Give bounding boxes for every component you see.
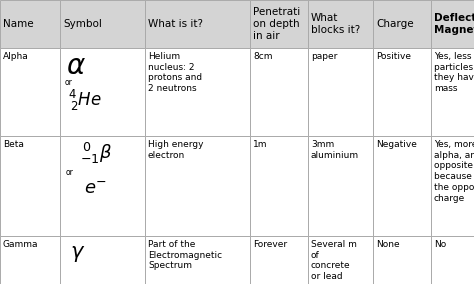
Text: or: or [65, 78, 73, 87]
Bar [250, 0, 308, 48]
Bar [60, 48, 145, 136]
Bar [145, 0, 250, 48]
Text: $\alpha$: $\alpha$ [66, 52, 86, 80]
Bar [373, 0, 431, 48]
Bar [60, 0, 145, 48]
Bar [145, 48, 250, 136]
Bar [431, 0, 474, 48]
Bar [0, 236, 60, 284]
Text: or: or [66, 168, 74, 177]
Text: Yes, less than beta
particles because
they have a higher
mass: Yes, less than beta particles because th… [434, 52, 474, 93]
Text: Beta: Beta [3, 140, 24, 149]
Text: Negative: Negative [376, 140, 417, 149]
Text: $^4_{\,2}He$: $^4_{\,2}He$ [68, 88, 102, 113]
Bar [250, 48, 308, 136]
Bar [0, 0, 60, 48]
Text: 8cm: 8cm [253, 52, 273, 61]
Text: Helium
nucleus: 2
protons and
2 neutrons: Helium nucleus: 2 protons and 2 neutrons [148, 52, 202, 93]
Bar [431, 236, 474, 284]
Text: Penetrati
on depth
in air: Penetrati on depth in air [253, 7, 300, 41]
Text: Positive: Positive [376, 52, 411, 61]
Bar [431, 136, 474, 236]
Text: Yes, more than
alpha, and in the
opposite direction
because they have
the opposi: Yes, more than alpha, and in the opposit… [434, 140, 474, 203]
Text: What
blocks it?: What blocks it? [311, 13, 360, 35]
Bar [60, 236, 145, 284]
Text: 3mm
aluminium: 3mm aluminium [311, 140, 359, 160]
Bar [308, 236, 373, 284]
Text: Deflected by
Magnetic Field?: Deflected by Magnetic Field? [434, 13, 474, 35]
Text: Symbol: Symbol [63, 19, 102, 29]
Text: $e^{-}$: $e^{-}$ [84, 180, 107, 198]
Bar [373, 48, 431, 136]
Text: Part of the
Electromagnetic
Spectrum: Part of the Electromagnetic Spectrum [148, 240, 222, 270]
Bar [373, 136, 431, 236]
Bar [250, 236, 308, 284]
Text: Several m
of
concrete
or lead: Several m of concrete or lead [311, 240, 357, 281]
Bar [250, 136, 308, 236]
Bar [145, 236, 250, 284]
Bar [431, 48, 474, 136]
Text: Forever: Forever [253, 240, 287, 249]
Text: 1m: 1m [253, 140, 267, 149]
Text: None: None [376, 240, 400, 249]
Text: No: No [434, 240, 446, 249]
Bar [308, 48, 373, 136]
Bar [0, 136, 60, 236]
Bar [308, 0, 373, 48]
Bar [308, 136, 373, 236]
Bar [0, 48, 60, 136]
Text: $^{\,0}_{-1}\beta$: $^{\,0}_{-1}\beta$ [80, 141, 112, 166]
Bar [60, 136, 145, 236]
Text: $\gamma$: $\gamma$ [70, 244, 85, 264]
Text: Name: Name [3, 19, 34, 29]
Text: What is it?: What is it? [148, 19, 203, 29]
Bar [373, 236, 431, 284]
Text: Alpha: Alpha [3, 52, 29, 61]
Text: High energy
electron: High energy electron [148, 140, 203, 160]
Text: Charge: Charge [376, 19, 414, 29]
Bar [145, 136, 250, 236]
Text: paper: paper [311, 52, 337, 61]
Text: Gamma: Gamma [3, 240, 38, 249]
